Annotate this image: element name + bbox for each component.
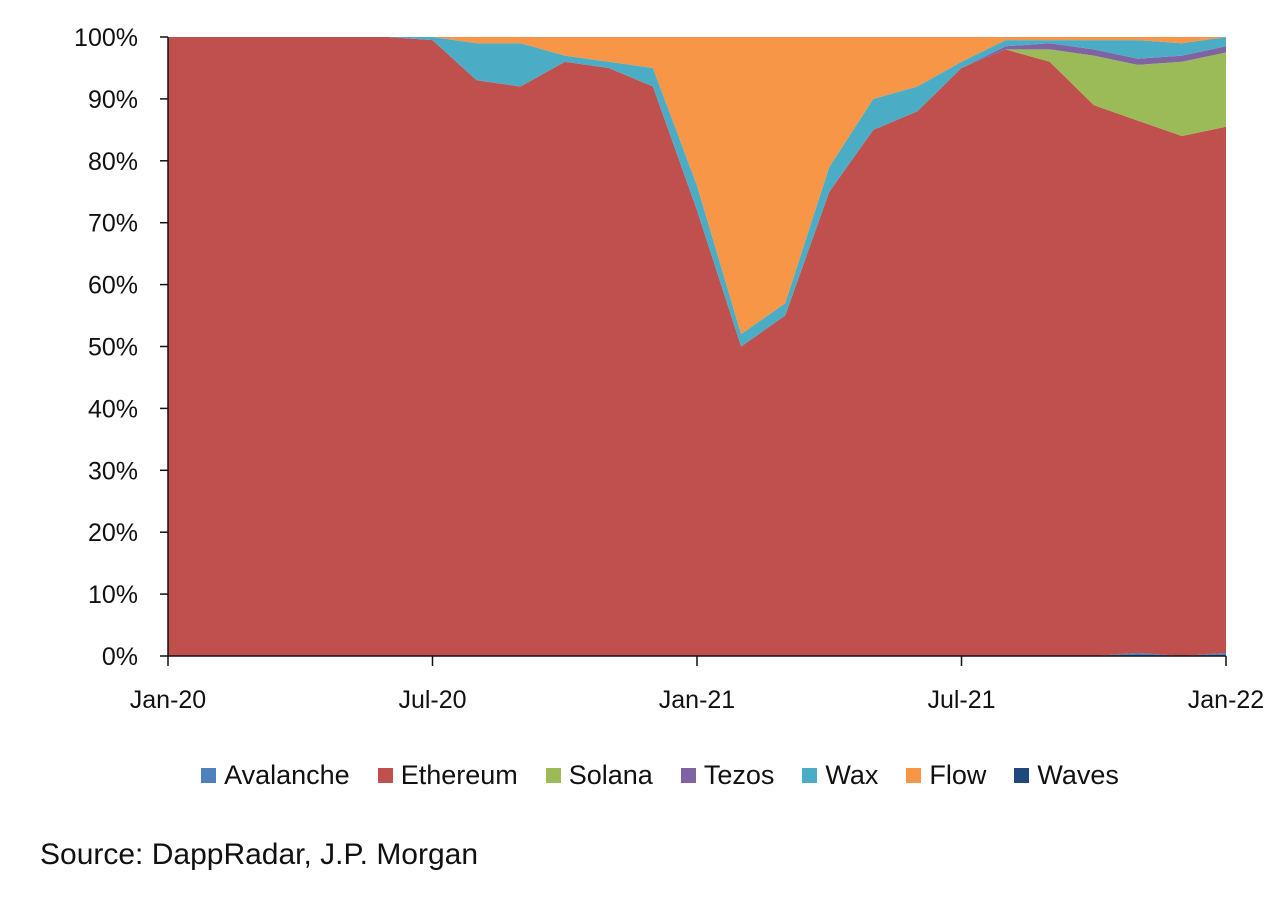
x-tick-label: Jan-20 bbox=[130, 686, 206, 714]
legend-item-tezos: Tezos bbox=[680, 759, 775, 791]
area-series-ethereum bbox=[168, 37, 1226, 656]
legend-label: Tezos bbox=[703, 759, 775, 790]
legend-swatch bbox=[1014, 767, 1030, 783]
legend-label: Avalanche bbox=[224, 759, 350, 790]
chart-legend: Avalanche Ethereum Solana Tezos Wax Flow Waves bbox=[0, 758, 1280, 792]
legend-label: Solana bbox=[568, 759, 653, 790]
x-tick-label: Jan-22 bbox=[1188, 686, 1264, 714]
y-tick-label: 0% bbox=[102, 643, 138, 671]
legend-swatch bbox=[545, 767, 561, 783]
stacked-area-chart: 0% 10% 20% 30% 40% 50% 60% 70% 80% 90% 100% Jan-20 J… bbox=[74, 24, 1264, 714]
legend-item-waves: Waves bbox=[1014, 760, 1119, 791]
area-series-wax bbox=[168, 37, 1226, 347]
y-tick-label: 100% bbox=[74, 24, 138, 52]
legend-item-wax: Wax bbox=[802, 760, 878, 791]
area-series-solana bbox=[168, 37, 1226, 347]
legend-item-avalanche: Avalanche bbox=[201, 760, 350, 791]
area-series-flow bbox=[168, 37, 1226, 335]
legend-swatch bbox=[906, 767, 922, 783]
y-tick-label: 50% bbox=[88, 334, 138, 362]
y-tick-label: 40% bbox=[88, 395, 138, 423]
y-tick-label: 10% bbox=[88, 581, 138, 609]
legend-label: Waves bbox=[1037, 759, 1119, 790]
y-tick-label: 30% bbox=[88, 457, 138, 485]
plot-area bbox=[168, 37, 1226, 656]
y-tick-label: 80% bbox=[88, 148, 138, 176]
legend-label: Flow bbox=[929, 759, 987, 790]
x-tick-label: Jul-20 bbox=[398, 686, 466, 714]
x-tick-label: Jul-21 bbox=[927, 686, 995, 714]
legend-swatch bbox=[201, 767, 217, 783]
axes: 0% 10% 20% 30% 40% 50% 60% 70% 80% 90% 100% Jan-20 J… bbox=[74, 24, 1264, 714]
legend-item-ethereum: Ethereum bbox=[377, 759, 518, 791]
legend-label: Wax bbox=[825, 759, 879, 790]
legend-swatch bbox=[377, 767, 393, 783]
y-tick-label: 20% bbox=[88, 519, 138, 547]
legend-swatch bbox=[802, 767, 818, 783]
legend-label: Ethereum bbox=[400, 759, 518, 790]
x-tick-label: Jan-21 bbox=[659, 686, 735, 714]
y-tick-label: 70% bbox=[88, 210, 138, 238]
legend-item-flow: Flow bbox=[906, 760, 986, 791]
y-tick-label: 60% bbox=[88, 272, 138, 300]
source-note: Source: DappRadar, J.P. Morgan bbox=[40, 838, 479, 871]
y-tick-label: 90% bbox=[88, 86, 138, 114]
legend-swatch bbox=[680, 767, 696, 783]
legend-item-solana: Solana bbox=[545, 759, 653, 791]
